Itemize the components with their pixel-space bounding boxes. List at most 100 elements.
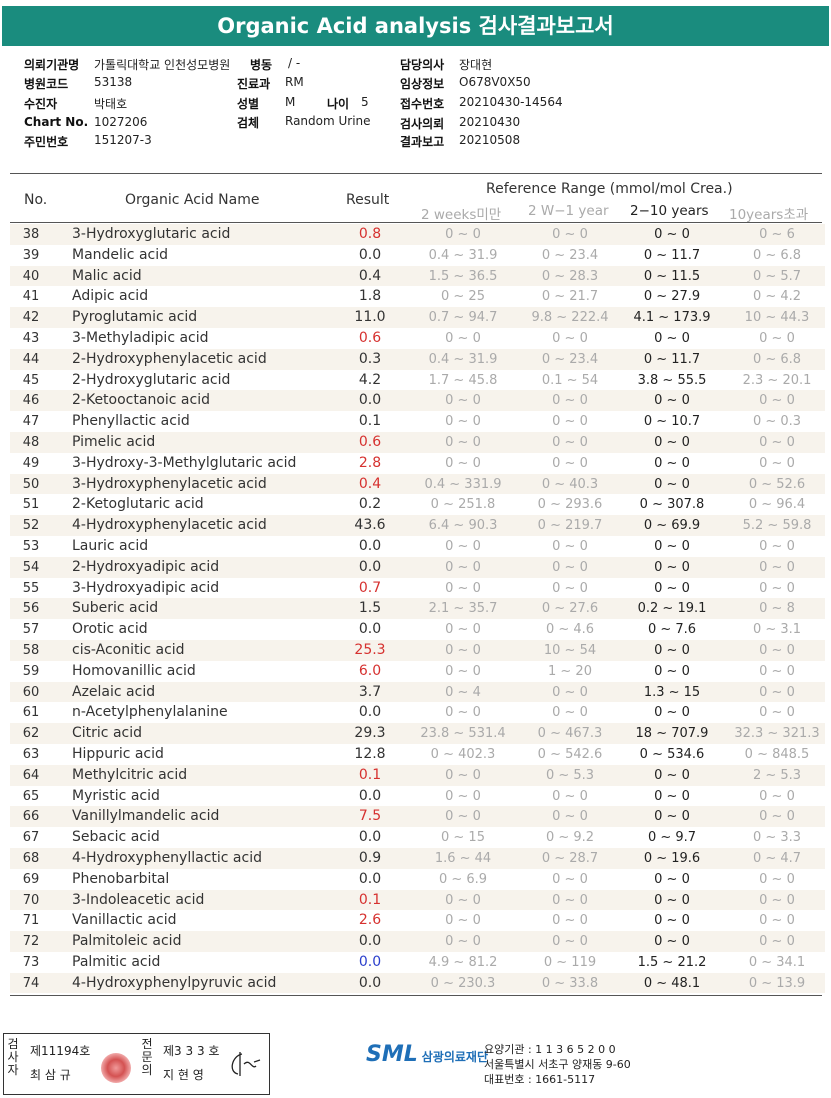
col-result: Result [346,192,390,208]
row-result: 0.8 [358,226,382,242]
row-name: Orotic acid [72,621,148,638]
row-ref-2weeks: 0 ~ 402.3 [430,746,496,762]
row-ref-10y-plus: 0 ~ 0 [759,663,795,679]
table-row: 64 Methylcitric acid 0.1 0 ~ 0 0 ~ 5.3 0 ~ 0 2… [10,764,825,786]
row-ref-2-10y: 0 ~ 27.9 [643,289,701,305]
row-result: 0.4 [358,267,382,284]
row-ref-2weeks: 1.5 ~ 36.5 [428,268,498,284]
ref-group-1: 2 weeks미만 [421,207,502,223]
id-label: 주민번호 [24,135,69,149]
row-no: 73 [22,954,40,970]
row-ref-10y-plus: 0 ~ 3.1 [752,622,802,638]
row-result: 0.0 [358,537,382,554]
row-no: 52 [22,518,40,534]
sig1-name: 최 삼 규 [30,1068,71,1082]
row-ref-10y-plus: 0 ~ 0 [759,330,795,346]
row-name: Palmitic acid [72,953,161,970]
row-ref-2-10y: 0 ~ 0 [654,705,690,721]
row-ref-2w-1y: 0 ~ 28.3 [541,268,599,284]
row-ref-2-10y: 0 ~ 0 [654,476,690,492]
row-ref-10y-plus: 0 ~ 0 [759,913,795,929]
row-ref-10y-plus: 0 ~ 0 [759,455,795,471]
row-ref-2-10y: 0 ~ 11.7 [643,351,701,367]
row-ref-2-10y: 3.8 ~ 55.5 [637,372,707,388]
row-no: 38 [22,227,40,242]
row-result: 0.0 [358,933,382,950]
row-no: 49 [22,455,40,471]
table-row: 61 n-Acetylphenylalanine 0.0 0 ~ 0 0 ~ 0 0 ~ … [10,702,825,723]
sml-mark: SML [366,1042,418,1067]
row-ref-2weeks: 1.7 ~ 45.8 [428,372,498,388]
ref-group-2: 2 W−1 year [528,203,609,219]
row-no: 70 [22,892,40,908]
table-row: 44 2-Hydroxyphenylacetic acid 0.3 0.4 ~ 31.… [10,348,825,370]
signature-icon [231,1052,261,1076]
dept-label: 진료과 [237,77,271,91]
row-no: 74 [22,975,40,991]
row-ref-2w-1y: 0 ~ 0 [552,705,588,721]
receipt-value: 20210430-14564 [459,95,563,109]
row-ref-2weeks: 0 ~ 0 [445,642,481,658]
row-ref-2w-1y: 0 ~ 27.6 [541,601,599,617]
row-ref-2weeks: 0 ~ 0 [445,705,481,721]
row-ref-10y-plus: 2.3 ~ 20.1 [742,372,812,388]
row-name: Vanillactic acid [72,912,177,929]
row-result: 7.5 [358,808,382,825]
row-result: 0.1 [358,413,382,430]
row-ref-2w-1y: 0 ~ 0 [552,455,588,471]
row-ref-2-10y: 0 ~ 0 [654,642,690,658]
code-value: 53138 [94,75,133,89]
ref-group-3: 2−10 years [630,203,709,219]
row-ref-2-10y: 0 ~ 0 [654,559,690,575]
row-ref-2w-1y: 0 ~ 0 [552,684,588,700]
age-label: 나이 [327,97,350,111]
row-ref-2weeks: 0 ~ 0 [445,559,481,575]
row-result: 0.0 [358,621,382,638]
row-ref-2-10y: 0 ~ 0 [654,580,690,596]
row-ref-2w-1y: 0 ~ 0 [552,809,588,825]
row-ref-10y-plus: 0 ~ 0 [759,705,795,721]
row-name: 2-Hydroxyphenylacetic acid [72,350,267,367]
row-ref-2weeks: 0.4 ~ 31.9 [428,351,498,367]
clinical-label: 임상정보 [400,77,445,91]
row-ref-2w-1y: 0.1 ~ 54 [541,372,599,388]
row-name: Pyroglutamic acid [72,309,198,326]
row-ref-2w-1y: 0 ~ 21.7 [541,289,599,305]
row-ref-2-10y: 0 ~ 0 [654,227,690,242]
row-name: Malic acid [72,267,142,284]
table-row: 57 Orotic acid 0.0 0 ~ 0 0 ~ 4.6 0 ~ 7.6 0 ~ 3… [10,619,825,640]
row-ref-2-10y: 0 ~ 10.7 [643,414,701,430]
row-name: 2-Ketooctanoic acid [72,392,210,409]
row-name: 4-Hydroxyphenyllactic acid [72,849,262,866]
row-result: 2.6 [358,912,382,929]
table-row: 71 Vanillactic acid 2.6 0 ~ 0 0 ~ 0 0 ~ 0 0 ~ … [10,910,825,931]
row-ref-2w-1y: 10 ~ 54 [543,642,597,658]
row-ref-10y-plus: 0 ~ 4.2 [752,289,802,305]
row-ref-2weeks: 0 ~ 0 [445,892,481,908]
table-row: 42 Pyroglutamic acid 11.0 0.7 ~ 94.7 9.8 ~ 2… [10,307,825,328]
table-row: 67 Sebacic acid 0.0 0 ~ 15 0 ~ 9.2 0 ~ 9.7 0 ~… [10,827,825,848]
sex-value: M [285,95,296,109]
row-name: Methylcitric acid [72,766,188,783]
row-ref-10y-plus: 0 ~ 13.9 [748,975,806,991]
table-row: 70 3-Indoleacetic acid 0.1 0 ~ 0 0 ~ 0 0 ~ 0 0… [10,889,825,911]
row-ref-2-10y: 0 ~ 0 [654,330,690,346]
row-ref-2weeks: 0.4 ~ 31.9 [428,247,498,263]
row-ref-2weeks: 0 ~ 0 [445,913,481,929]
sig1-role: 검사자 [7,1037,19,1077]
row-no: 62 [22,726,40,742]
row-ref-2-10y: 0 ~ 0 [654,393,690,409]
col-no: No. [24,192,48,208]
row-ref-10y-plus: 0 ~ 0 [759,809,795,825]
table-row: 58 cis-Aconitic acid 25.3 0 ~ 0 10 ~ 54 0 ~ 0… [10,639,825,661]
doctor-value: 장대현 [459,58,493,72]
row-name: Palmitoleic acid [72,933,182,950]
table-row: 50 3-Hydroxyphenylacetic acid 0.4 0.4 ~ 331… [10,473,825,495]
row-name: Lauric acid [72,537,149,554]
row-name: 3-Hydroxyadipic acid [72,579,220,596]
row-ref-2weeks: 0 ~ 0 [445,227,481,242]
row-ref-2w-1y: 0 ~ 28.7 [541,850,599,866]
col-name: Organic Acid Name [125,192,260,208]
table-row: 40 Malic acid 0.4 1.5 ~ 36.5 0 ~ 28.3 0 ~ 11.… [10,265,825,287]
row-result: 0.0 [358,953,382,970]
